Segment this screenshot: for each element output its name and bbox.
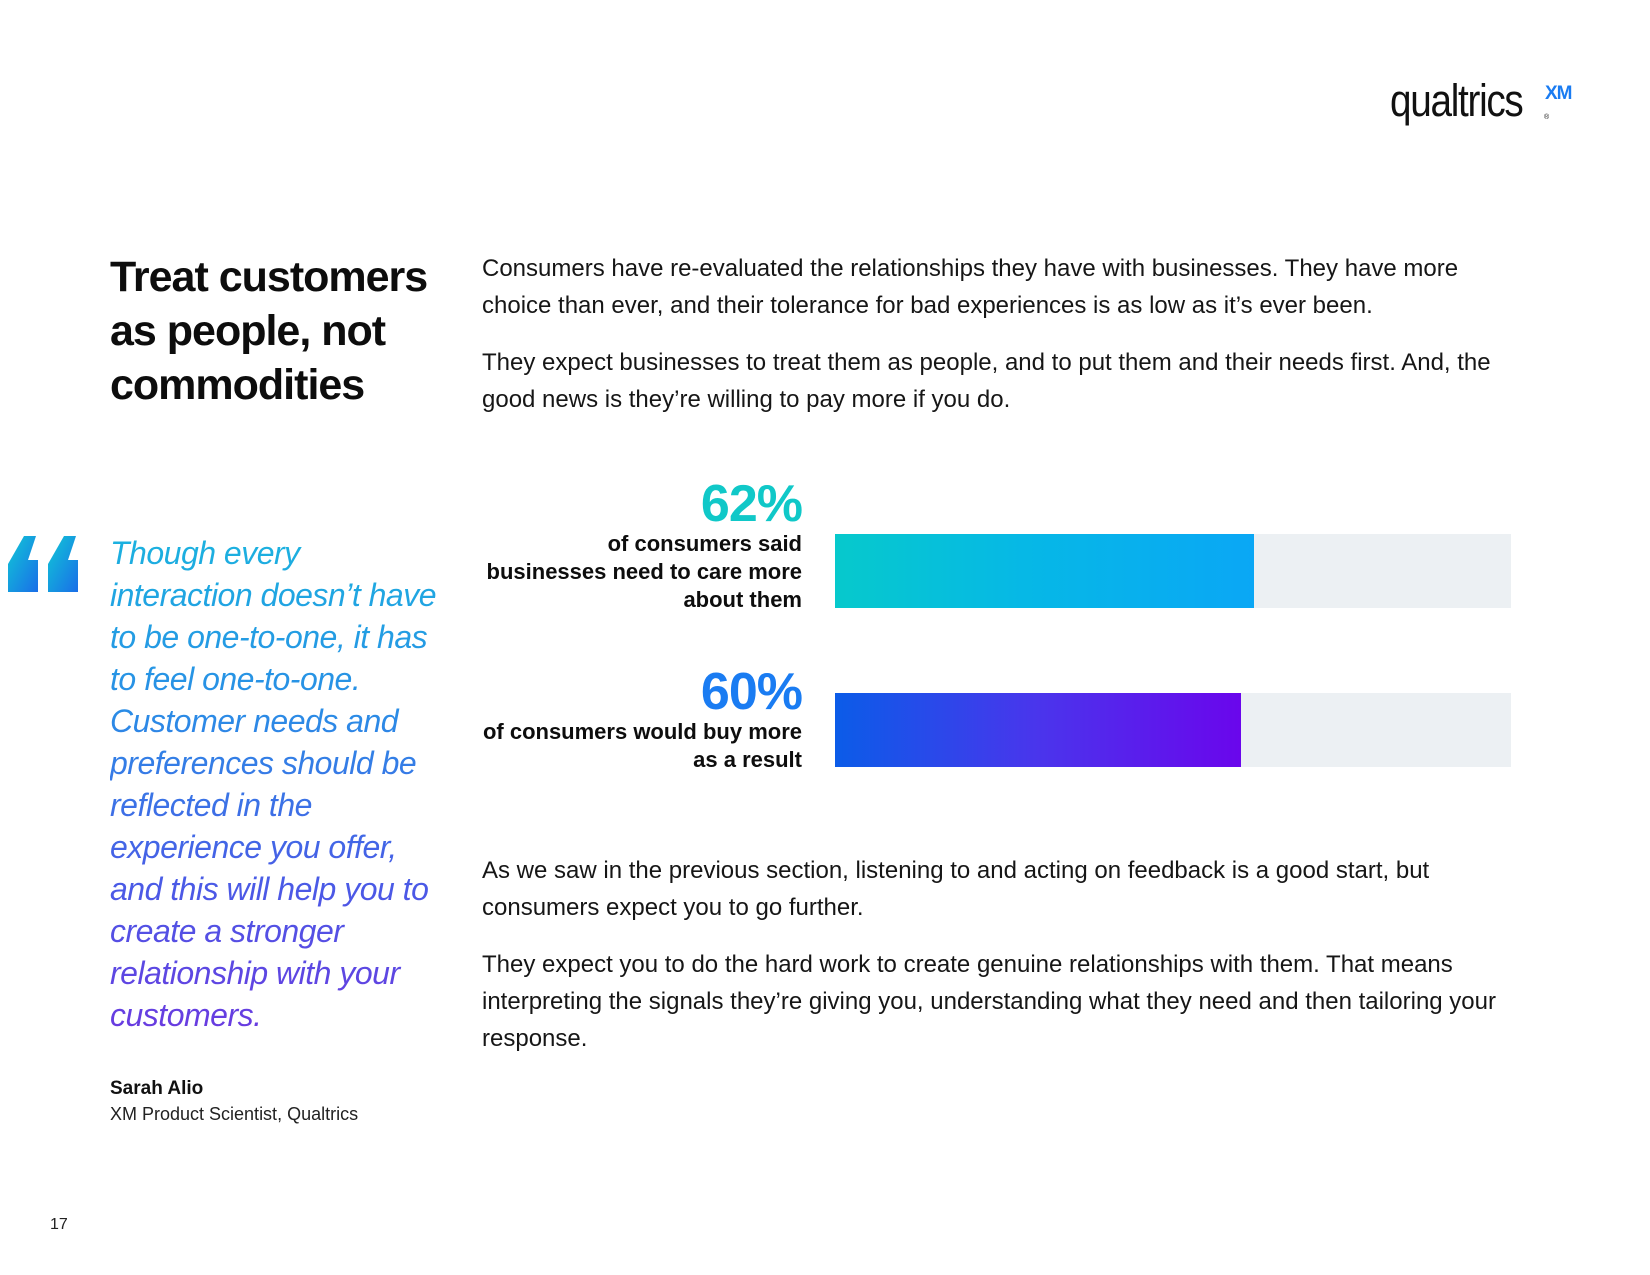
stat-label: of consumers said businesses need to car… xyxy=(486,531,802,612)
intro-text: Consumers have re-evaluated the relation… xyxy=(482,250,1532,438)
stat-value: 62% xyxy=(700,475,803,533)
stat-value: 60% xyxy=(700,663,803,721)
quote-author-name: Sarah Alio xyxy=(110,1078,204,1099)
stat-block-2: 60% of consumers would buy more as a res… xyxy=(482,663,803,774)
stat-block-1: 62% of consumers said businesses need to… xyxy=(482,475,803,614)
bar-track xyxy=(835,693,1511,767)
quote-mark-icon xyxy=(8,536,78,592)
pull-quote: Though every interaction doesn’t have to… xyxy=(110,532,440,1036)
bar-fill xyxy=(835,534,1255,608)
intro-paragraph-1: Consumers have re-evaluated the relation… xyxy=(482,255,1459,319)
quote-author-role: XM Product Scientist, Qualtrics xyxy=(110,1104,359,1124)
bar-fill xyxy=(835,693,1241,767)
logo-wordmark: qualtrics xyxy=(1390,75,1524,126)
bar-track xyxy=(835,534,1511,608)
stat-label: of consumers would buy more as a result xyxy=(482,719,802,772)
logo-registered-mark: ® xyxy=(1544,114,1550,121)
qualtrics-logo: qualtrics XM ® xyxy=(1390,78,1590,138)
intro-paragraph-2: They expect businesses to treat them as … xyxy=(482,349,1491,413)
page-title: Treat customers as people, not commoditi… xyxy=(110,253,428,409)
outro-text: As we saw in the previous section, liste… xyxy=(482,852,1532,1077)
outro-paragraph-1: As we saw in the previous section, liste… xyxy=(482,857,1430,921)
page-number: 17 xyxy=(50,1216,68,1233)
outro-paragraph-2: They expect you to do the hard work to c… xyxy=(482,951,1496,1052)
logo-xm-superscript: XM xyxy=(1545,83,1572,104)
